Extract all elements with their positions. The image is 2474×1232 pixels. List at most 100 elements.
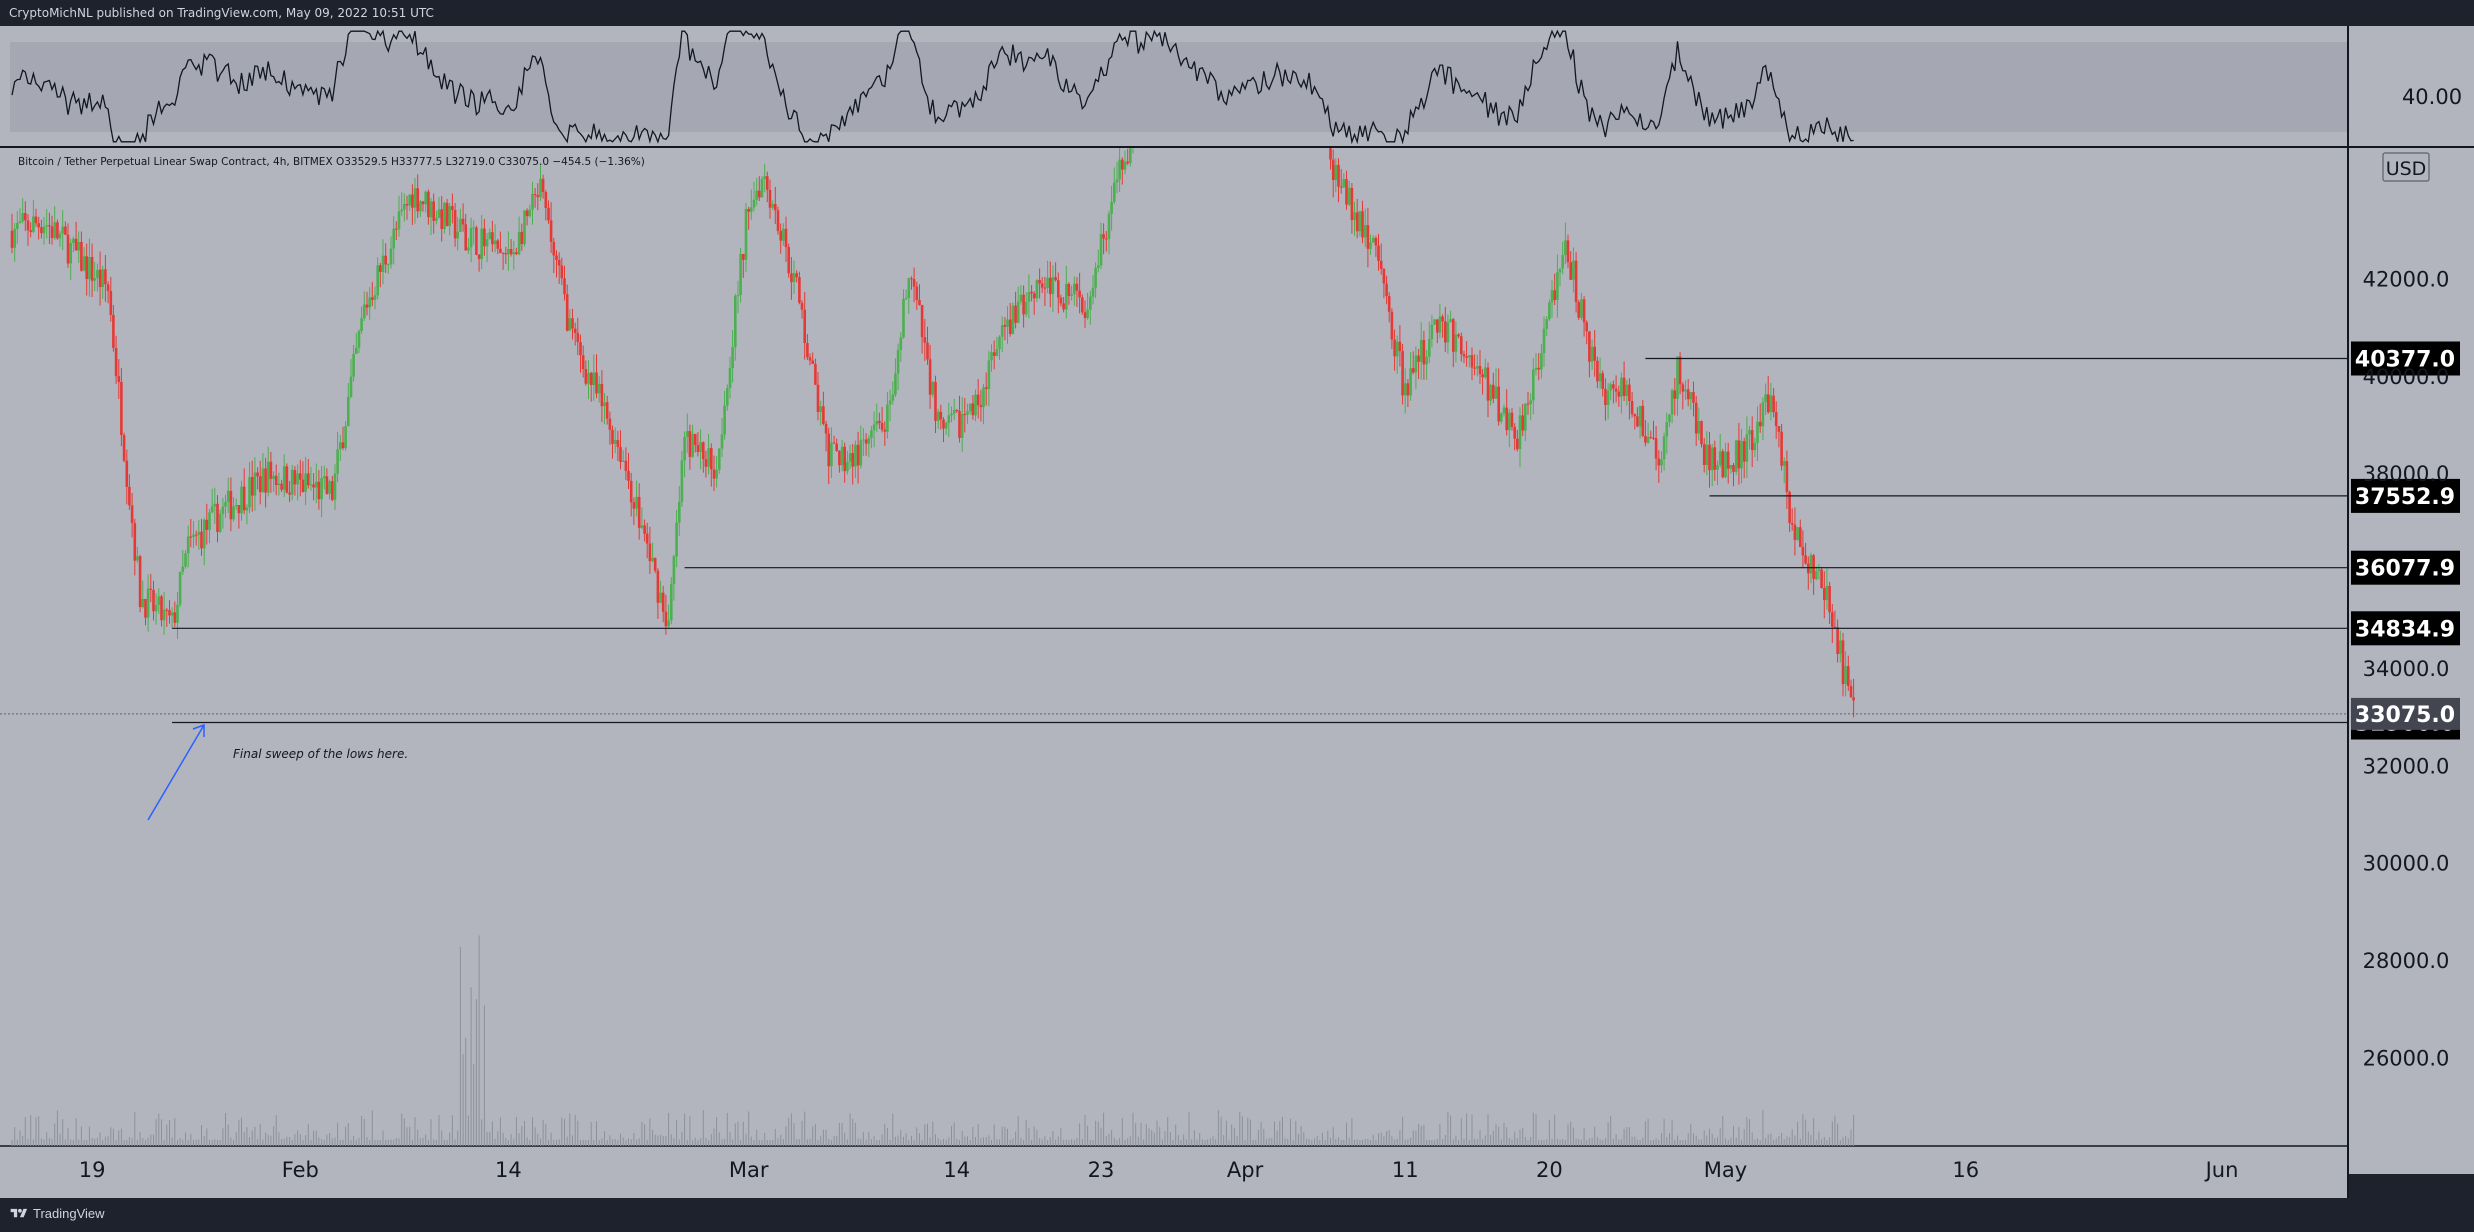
candle-body	[1468, 355, 1471, 358]
candles	[10, 148, 1855, 718]
candle-body	[763, 176, 766, 179]
candle-body	[237, 505, 241, 514]
candle-body	[1574, 260, 1578, 302]
candle-body	[563, 278, 566, 295]
candle-body	[213, 503, 217, 507]
candle-body	[942, 419, 945, 429]
candle-body	[229, 490, 233, 520]
candle-body	[1745, 434, 1749, 462]
candle-body	[1769, 395, 1773, 413]
candle-body	[168, 610, 171, 616]
candle-body	[408, 194, 411, 206]
candle-body	[290, 469, 294, 495]
current-price-box	[2351, 697, 2460, 730]
candle-body	[1540, 353, 1543, 370]
candle-body	[1705, 444, 1709, 465]
tradingview-logo-icon	[10, 1208, 28, 1218]
candle-body	[122, 435, 126, 461]
candle-body	[1657, 458, 1661, 466]
candle-body	[1086, 309, 1089, 318]
candle-body	[88, 257, 91, 280]
y-tick-label: 32000.0	[2363, 754, 2450, 778]
candle-body	[48, 225, 51, 227]
price-chart[interactable]: 40377.037552.936077.934834.932900.033075…	[0, 26, 2474, 1198]
candle-body	[1569, 262, 1572, 280]
candle-body	[878, 420, 881, 423]
candle-body	[667, 620, 670, 627]
candle-body	[1758, 421, 1762, 427]
candle-body	[138, 556, 142, 608]
candle-body	[830, 442, 833, 467]
candle-body	[1598, 373, 1602, 382]
candle-body	[381, 255, 385, 272]
candle-body	[1566, 240, 1570, 263]
candle-body	[1347, 187, 1351, 205]
candle-body	[515, 252, 518, 255]
time-axis	[0, 1146, 2348, 1198]
candle-body	[1422, 339, 1426, 365]
candle-body	[1804, 555, 1807, 564]
candle-body	[1457, 334, 1460, 337]
candle-body	[1401, 351, 1404, 396]
candle-body	[1027, 291, 1031, 302]
candle-body	[1678, 356, 1682, 385]
candle-body	[1561, 255, 1564, 269]
candle-body	[883, 429, 887, 432]
candle-body	[1831, 612, 1834, 627]
candle-body	[1526, 403, 1530, 405]
candle-body	[165, 609, 169, 611]
candle-body	[1692, 392, 1695, 403]
candle-body	[936, 411, 940, 421]
candle-body	[429, 201, 433, 218]
annotation-text[interactable]: Final sweep of the lows here.	[233, 747, 408, 761]
candle-body	[461, 218, 465, 225]
candle-body	[832, 442, 836, 444]
candle-body	[822, 406, 825, 424]
candle-body	[728, 368, 732, 389]
candle-body	[45, 225, 48, 227]
candle-body	[341, 442, 345, 448]
candle-body	[1702, 444, 1706, 465]
candle-body	[1110, 201, 1113, 214]
candle-body	[170, 612, 174, 616]
candle-body	[467, 247, 470, 251]
candle-body	[1492, 384, 1495, 399]
candle-body	[360, 318, 363, 331]
candle-body	[477, 254, 481, 259]
candle-body	[718, 448, 721, 470]
candle-body	[1724, 451, 1727, 478]
candle-body	[1395, 341, 1399, 357]
candle-body	[1542, 328, 1546, 354]
candle-body	[974, 394, 977, 416]
osc-level-label: 40.00	[2402, 85, 2462, 109]
candle-body	[979, 405, 983, 408]
candle-body	[838, 450, 841, 466]
candle-body	[18, 221, 22, 223]
candle-body	[1054, 277, 1057, 281]
candle-body	[218, 513, 222, 532]
candle-body	[1772, 395, 1775, 413]
candle-body	[66, 234, 70, 264]
candle-body	[475, 227, 478, 255]
candle-body	[40, 227, 43, 234]
candle-body	[1820, 569, 1823, 588]
candle-body	[931, 381, 935, 395]
annotation-arrow[interactable]	[147, 723, 205, 821]
candle-body	[891, 394, 895, 401]
candle-body	[712, 469, 716, 479]
candle-body	[520, 231, 524, 245]
candle-body	[1766, 394, 1770, 413]
candle-body	[1815, 571, 1818, 580]
candle-body	[509, 249, 513, 255]
x-tick-label: 23	[1088, 1158, 1115, 1182]
candle-body	[1564, 240, 1567, 256]
candle-body	[205, 519, 209, 530]
candle-body	[619, 447, 622, 462]
candle-body	[1721, 451, 1725, 478]
candle-body	[854, 444, 857, 467]
candle-body	[720, 434, 724, 449]
candle-body	[480, 228, 483, 259]
candle-body	[266, 461, 270, 493]
candle-body	[1374, 238, 1378, 246]
candle-body	[798, 277, 801, 303]
